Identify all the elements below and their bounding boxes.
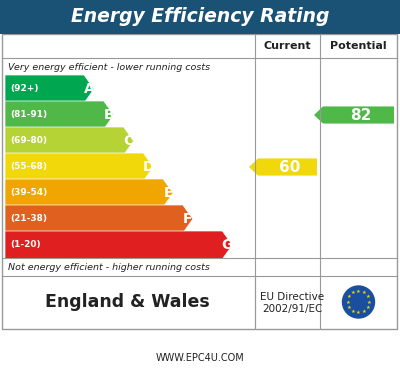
Text: ★: ★ xyxy=(351,309,356,314)
Polygon shape xyxy=(5,101,114,129)
Text: (92+): (92+) xyxy=(10,85,38,94)
Text: 82: 82 xyxy=(350,107,371,123)
Text: WWW.EPC4U.COM: WWW.EPC4U.COM xyxy=(156,353,244,363)
Bar xyxy=(2,34,397,329)
Text: EU Directive: EU Directive xyxy=(260,292,324,302)
Text: ★: ★ xyxy=(351,290,356,295)
Text: (1-20): (1-20) xyxy=(10,241,41,249)
Text: Not energy efficient - higher running costs: Not energy efficient - higher running co… xyxy=(8,263,210,272)
Text: Potential: Potential xyxy=(330,41,387,51)
Polygon shape xyxy=(5,127,134,155)
Text: D: D xyxy=(142,160,154,174)
Text: ★: ★ xyxy=(345,300,350,305)
Text: (39-54): (39-54) xyxy=(10,189,47,197)
Polygon shape xyxy=(5,179,173,207)
Text: G: G xyxy=(222,238,233,252)
Text: E: E xyxy=(163,186,173,200)
Text: ★: ★ xyxy=(356,310,361,315)
Text: A: A xyxy=(84,82,94,96)
Polygon shape xyxy=(5,231,232,259)
Text: B: B xyxy=(104,108,114,122)
Polygon shape xyxy=(5,205,193,233)
Text: 2002/91/EC: 2002/91/EC xyxy=(262,304,323,314)
Polygon shape xyxy=(314,106,394,124)
Text: (21-38): (21-38) xyxy=(10,215,47,223)
Text: F: F xyxy=(183,212,192,226)
Text: ★: ★ xyxy=(366,294,370,299)
Text: (81-91): (81-91) xyxy=(10,111,47,120)
Polygon shape xyxy=(5,75,94,103)
Polygon shape xyxy=(249,158,317,176)
Text: (69-80): (69-80) xyxy=(10,137,47,146)
Text: Energy Efficiency Rating: Energy Efficiency Rating xyxy=(71,7,329,26)
Text: ★: ★ xyxy=(347,294,352,299)
Polygon shape xyxy=(5,153,153,181)
Text: Very energy efficient - lower running costs: Very energy efficient - lower running co… xyxy=(8,62,210,71)
Text: 60: 60 xyxy=(279,159,300,175)
Text: ★: ★ xyxy=(367,300,372,305)
Text: C: C xyxy=(124,134,134,148)
Text: ★: ★ xyxy=(366,305,370,310)
Circle shape xyxy=(342,286,374,318)
Text: ★: ★ xyxy=(362,309,366,314)
Text: ★: ★ xyxy=(356,289,361,294)
Bar xyxy=(0,0,400,34)
Text: ★: ★ xyxy=(347,305,352,310)
Text: ★: ★ xyxy=(362,290,366,295)
Text: England & Wales: England & Wales xyxy=(45,293,210,311)
Text: (55-68): (55-68) xyxy=(10,163,47,171)
Text: Current: Current xyxy=(264,41,311,51)
